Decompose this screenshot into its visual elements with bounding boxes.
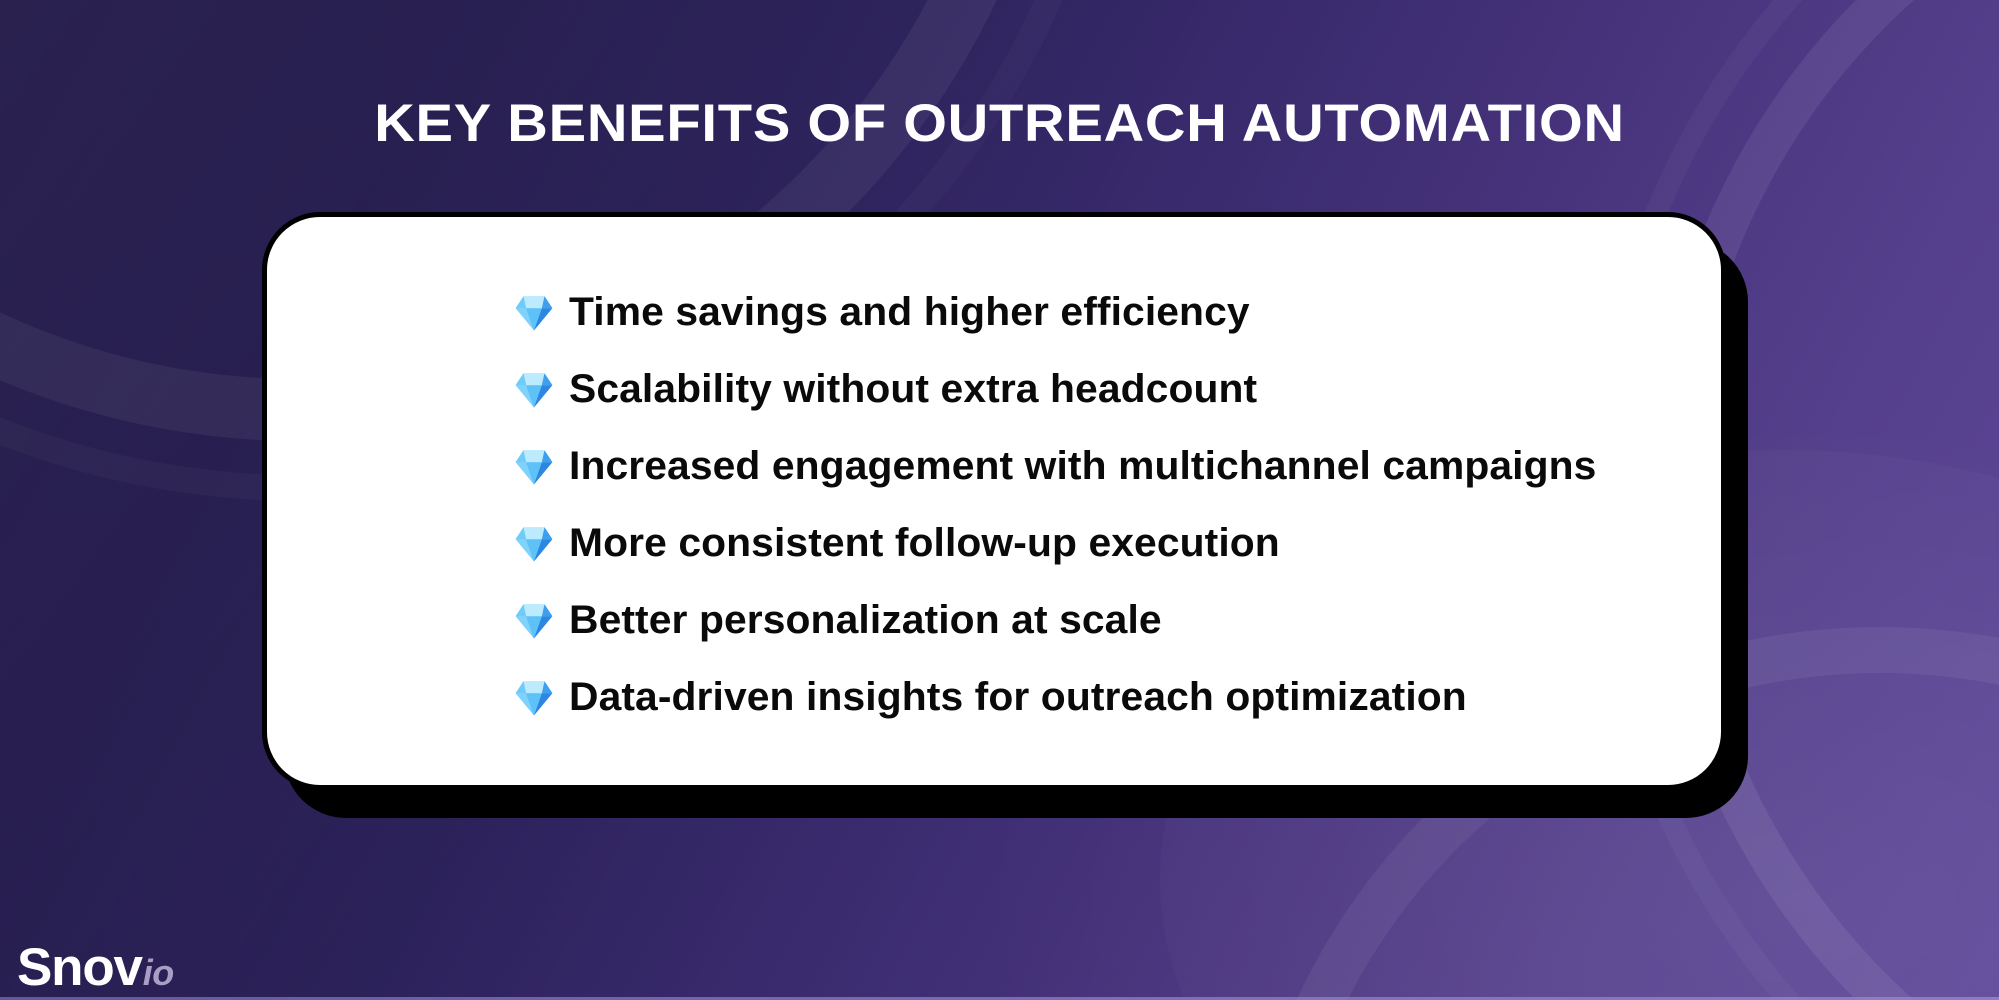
list-item-label: Increased engagement with multichannel c… [569, 443, 1597, 488]
list-item: Time savings and higher efficiency [513, 273, 1681, 350]
gem-stone-icon [515, 680, 553, 715]
list-item-label: Better personalization at scale [569, 597, 1162, 642]
gem-stone-icon [515, 526, 553, 561]
list-item-label: More consistent follow-up execution [569, 520, 1280, 565]
snovio-logo[interactable]: Snov io [17, 941, 174, 994]
logo-wordmark: Snov [17, 938, 143, 997]
list-item-label: Time savings and higher efficiency [569, 289, 1250, 334]
benefits-card: Time savings and higher efficiency Scala… [262, 212, 1726, 790]
gem-stone-icon [515, 603, 553, 638]
list-item: Increased engagement with multichannel c… [513, 427, 1681, 504]
page-title: KEY BENEFITS OF OUTREACH AUTOMATION [374, 94, 1625, 153]
logo-suffix: io [142, 952, 175, 993]
bottom-hairline [0, 997, 1999, 1000]
benefits-list: Time savings and higher efficiency Scala… [513, 273, 1681, 735]
list-item-label: Scalability without extra headcount [569, 366, 1258, 411]
list-item-label: Data-driven insights for outreach optimi… [569, 674, 1467, 719]
ring-bottom-right [1296, 627, 1999, 1000]
benefits-card-wrapper: Time savings and higher efficiency Scala… [262, 212, 1748, 818]
list-item: More consistent follow-up execution [513, 504, 1681, 581]
gem-stone-icon [515, 295, 553, 330]
list-item: Scalability without extra headcount [513, 350, 1681, 427]
list-item: Better personalization at scale [513, 581, 1681, 658]
list-item: Data-driven insights for outreach optimi… [513, 658, 1681, 735]
gem-stone-icon [515, 449, 553, 484]
gem-stone-icon [515, 372, 553, 407]
